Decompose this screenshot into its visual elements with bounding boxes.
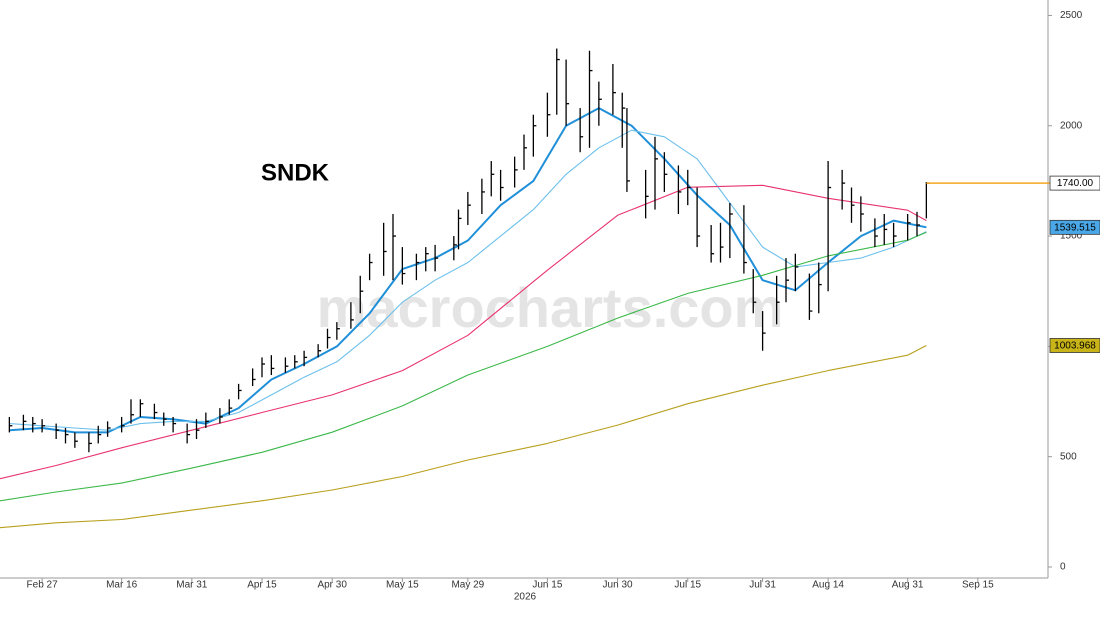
moving-average-line (0, 184, 927, 480)
moving-average-line (9, 129, 927, 431)
price-label-box (1049, 175, 1100, 191)
year-label: 2026 (514, 592, 537, 603)
price-label: 1740.00 (1057, 178, 1094, 189)
moving-average-line (0, 231, 927, 502)
watermark: macrocharts.com (317, 276, 784, 339)
chart-title: SNDK (261, 159, 330, 186)
x-tick-label: Feb 27 (27, 580, 59, 591)
x-tick-label: Aug 14 (812, 580, 844, 591)
price-label: 1003.968 (1054, 341, 1096, 352)
x-tick-label: Apr 15 (247, 580, 277, 591)
x-tick-label: Jun 15 (532, 580, 562, 591)
moving-average-line (0, 345, 927, 529)
y-tick-label: 2000 (1060, 120, 1083, 131)
x-tick-label: Mar 31 (176, 580, 208, 591)
y-tick-label: 0 (1060, 562, 1066, 573)
y-tick-label: 2500 (1060, 10, 1083, 21)
x-tick-label: Jul 15 (674, 580, 701, 591)
x-tick-label: Aug 31 (892, 580, 924, 591)
x-tick-label: May 29 (451, 580, 484, 591)
moving-average-line (9, 107, 927, 434)
price-label-box (1049, 219, 1100, 235)
price-label-box (1049, 338, 1100, 353)
y-tick-label: 500 (1060, 451, 1077, 462)
x-tick-label: Mar 16 (106, 580, 138, 591)
x-tick-label: Jun 30 (603, 580, 633, 591)
x-tick-label: Jul 31 (749, 580, 776, 591)
x-tick-label: Sep 15 (962, 580, 994, 591)
y-tick-label: 1500 (1060, 231, 1083, 242)
price-label: 1539.515 (1054, 222, 1096, 233)
x-tick-label: May 15 (386, 580, 419, 591)
x-tick-label: Apr 30 (317, 580, 347, 591)
